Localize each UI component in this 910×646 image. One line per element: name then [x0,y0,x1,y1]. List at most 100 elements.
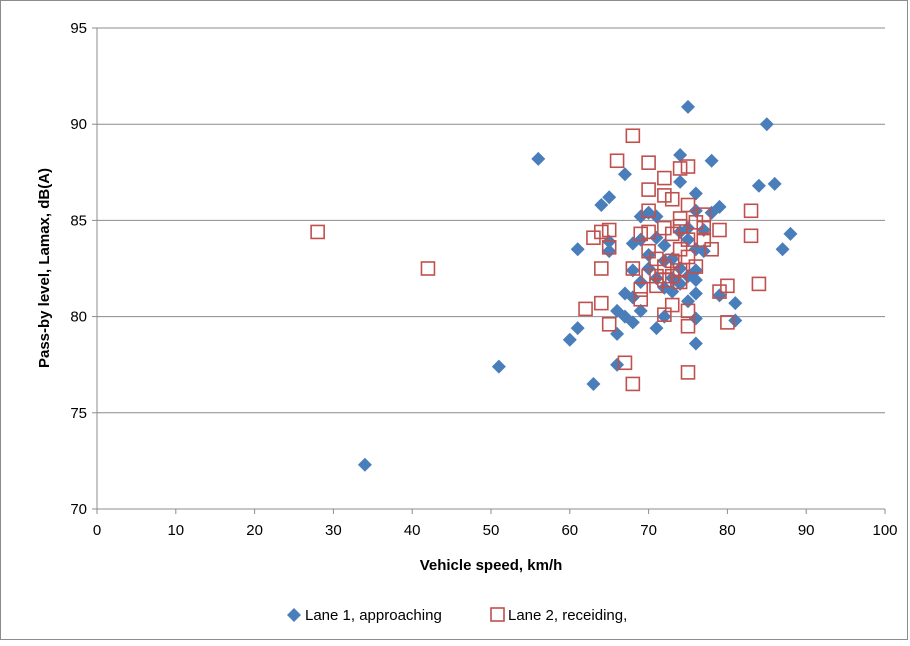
lane-2-point [720,315,735,330]
y-tick-label: 95 [70,20,87,37]
lane-1-point [704,153,719,168]
lane-2-point [680,303,696,319]
lane-1-point [696,244,711,259]
lane-2-point [641,182,656,197]
lane-2-point [672,274,688,290]
lane-1-point [712,199,727,214]
lane-2-point [720,278,735,294]
lane-1-point [602,190,617,205]
legend-label-lane-1: Lane 1, approaching [305,607,442,624]
lane-1-point [657,238,672,253]
lane-1-point [728,313,743,328]
y-tick-label: 90 [70,116,87,133]
lane-2-point [578,301,593,317]
lane-2-point [672,161,688,176]
gridlines [97,27,885,414]
y-tick-label: 80 [70,309,87,326]
x-tick-label: 90 [798,522,815,539]
lane-2-point [680,318,696,334]
lane-2-point [664,191,680,207]
lane-2-point [680,249,696,265]
x-tick-label: 70 [640,522,657,539]
x-tick-label: 0 [93,522,101,539]
lane-2-point [680,197,696,213]
lane-1-point [491,359,506,374]
x-tick-labels: 0 10 20 30 40 50 60 70 80 90 100 [93,522,898,539]
lane-2-point [672,218,688,234]
x-tick-label: 100 [872,522,897,539]
lane-2-point [633,226,649,242]
lane-1-point [673,261,688,276]
lane-1-point [610,357,625,372]
lane-1-point [681,99,695,114]
lane-1-point [775,242,790,257]
lane-2-point [617,355,633,371]
y-tick-label: 85 [70,212,87,229]
lane-1-point [767,176,782,191]
lane-1-point [649,321,664,336]
lane-1-point [712,288,727,303]
lane-1-point [633,303,648,318]
lane-2-point [625,261,641,276]
y-tick-labels: 70 75 80 85 90 95 [70,20,87,518]
lane-2-point [696,232,712,247]
lane-2-point [310,224,325,240]
lane-2-point [680,365,696,380]
x-tick-label: 40 [404,522,421,539]
y-axis-label: Pass-by level, Lamax, dB(A) [36,168,53,368]
lane-2-point [641,224,656,240]
lane-2-point [594,295,609,311]
lane-1-point [625,290,640,305]
lane-2-point [743,203,759,219]
x-tick-label: 50 [483,522,500,539]
lane-2-point [601,240,617,255]
lane-1-point [688,286,703,301]
lane-1-point [357,457,372,472]
lane-1-point [586,376,601,391]
lane-2-point [672,211,688,226]
lane-2-point [625,128,641,144]
lane-1-point [602,244,617,259]
lane-1-point [728,296,743,311]
x-tick-label: 30 [325,522,342,539]
lane-1-point [625,315,640,330]
x-tick-label: 80 [719,522,736,539]
legend: Lane 1, approaching Lane 2, receiding, [287,607,627,624]
lane-2-point [609,153,625,169]
lane-2-point [672,263,688,278]
lane-1-point [641,261,656,276]
lane-2-point [688,259,704,274]
lane-1-point [531,151,546,166]
lane-1-point [649,271,664,286]
legend-label-lane-2: Lane 2, receiding, [508,607,627,624]
lane-2-point [641,243,656,259]
lane-2-point [594,224,609,240]
lane-1-point [783,226,798,241]
lane-2-point [641,155,656,170]
lane-1-point [594,198,609,213]
y-tick-label: 75 [70,405,87,422]
lane-1-point [688,311,703,326]
lane-1-point [649,209,664,224]
lane-2-point [420,261,436,276]
lane-2-point [657,170,672,186]
lane-2-point [594,261,609,276]
lane-2-point [712,222,727,238]
lane-1-point [688,203,703,218]
lane-2-point [649,268,664,284]
lane-1-point [570,321,585,336]
lane-2-point [743,228,759,244]
lane-2-point [657,188,672,203]
lane-2-point [601,316,617,332]
lane-2-point [649,251,664,267]
lane-2-point [641,203,656,219]
lane-2-point [664,226,680,242]
lane-2-point [657,272,672,288]
lane-1-point [673,147,688,162]
lane-2-point [751,276,767,292]
axes [92,27,886,514]
lane-2-point [641,268,656,284]
lane-1-point [617,167,632,182]
